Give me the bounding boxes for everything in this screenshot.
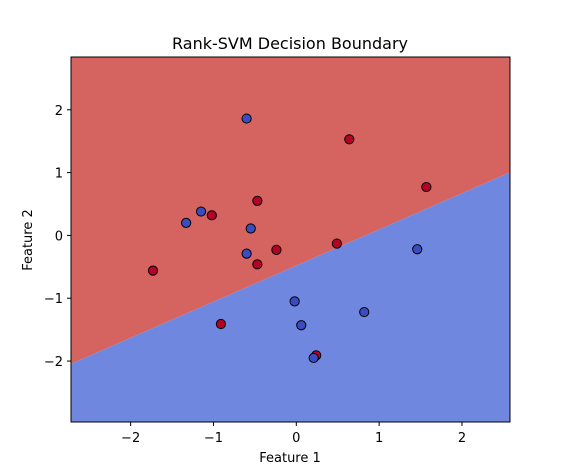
- data-point-red: [215, 318, 227, 330]
- data-point-red: [331, 238, 342, 249]
- chart-title: Rank-SVM Decision Boundary: [172, 34, 408, 53]
- decision-region-negative: [71, 172, 510, 422]
- data-point-red: [252, 259, 263, 270]
- data-point-blue: [359, 306, 370, 318]
- data-points: [147, 113, 432, 364]
- y-tick-label: −1: [44, 292, 63, 307]
- y-tick-label: 2: [55, 104, 63, 119]
- data-point-blue: [245, 223, 256, 234]
- x-tick-label: 1: [375, 431, 383, 446]
- y-tick-label: −2: [44, 355, 63, 370]
- x-tick-label: 0: [292, 431, 300, 446]
- data-point-red: [206, 210, 217, 221]
- x-tick-label: −1: [204, 431, 223, 446]
- data-point-blue: [296, 320, 307, 331]
- y-axis: −2 −1 0 1 2: [44, 104, 71, 370]
- plot-frame: [70, 56, 511, 423]
- y-tick-label: 0: [55, 229, 63, 244]
- y-tick-label: 1: [55, 167, 63, 182]
- data-point-blue: [195, 206, 207, 217]
- y-axis-label: Feature 2: [21, 209, 36, 271]
- data-point-blue: [181, 217, 192, 228]
- data-point-red: [147, 265, 159, 276]
- data-point-red: [421, 181, 432, 193]
- data-point-red: [252, 195, 263, 206]
- data-point-blue: [241, 113, 252, 124]
- x-tick-label: 2: [458, 431, 466, 446]
- plot-area: [70, 56, 511, 423]
- data-point-blue: [289, 296, 300, 307]
- data-point-red: [344, 134, 355, 145]
- data-point-blue: [308, 352, 319, 364]
- x-axis-label: Feature 1: [259, 451, 321, 466]
- data-point-blue: [241, 248, 252, 259]
- x-axis: −2 −1 0 1 2: [121, 422, 466, 446]
- data-point-blue: [412, 244, 423, 255]
- decision-region-positive: [71, 57, 510, 364]
- x-tick-label: −2: [121, 431, 140, 446]
- data-point-red: [271, 244, 282, 255]
